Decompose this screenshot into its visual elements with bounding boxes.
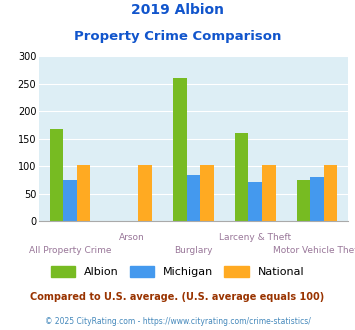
Bar (310, 177, 324, 221)
Text: Motor Vehicle Theft: Motor Vehicle Theft (273, 246, 355, 255)
Text: Compared to U.S. average. (U.S. average equals 100): Compared to U.S. average. (U.S. average … (31, 292, 324, 302)
Bar (248, 182, 262, 221)
Bar (187, 176, 200, 221)
Bar (173, 78, 187, 221)
Bar (63, 180, 77, 221)
Bar (200, 165, 214, 221)
Text: Property Crime Comparison: Property Crime Comparison (74, 30, 281, 43)
Bar (235, 133, 248, 221)
Text: Burglary: Burglary (174, 246, 213, 255)
Text: © 2025 CityRating.com - https://www.cityrating.com/crime-statistics/: © 2025 CityRating.com - https://www.city… (45, 317, 310, 326)
Text: Arson: Arson (119, 233, 144, 242)
Bar (262, 165, 275, 221)
Legend: Albion, Michigan, National: Albion, Michigan, National (46, 261, 309, 281)
Bar (77, 165, 90, 221)
Bar (138, 165, 152, 221)
Bar (324, 165, 337, 221)
Text: 2019 Albion: 2019 Albion (131, 3, 224, 17)
Bar (297, 180, 310, 221)
Text: Larceny & Theft: Larceny & Theft (219, 233, 291, 242)
Text: All Property Crime: All Property Crime (29, 246, 111, 255)
Bar (50, 129, 63, 221)
